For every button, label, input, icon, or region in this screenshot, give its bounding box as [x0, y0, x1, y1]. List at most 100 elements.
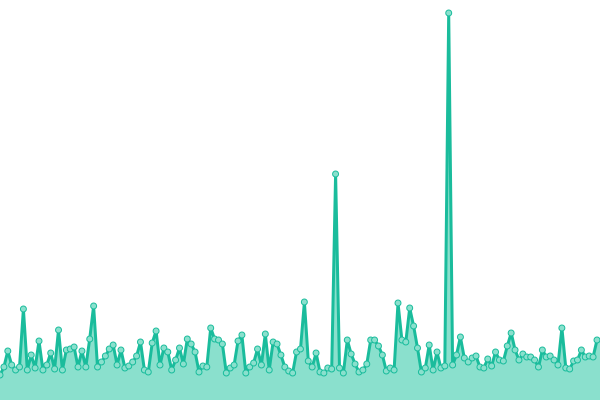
data-point-109 — [421, 364, 429, 372]
data-point-0 — [0, 371, 4, 379]
data-point-117 — [453, 351, 461, 359]
data-point-93 — [359, 366, 367, 374]
data-point-21 — [78, 347, 86, 355]
data-point-118 — [456, 333, 464, 341]
data-point-36 — [136, 338, 144, 346]
data-point-111 — [429, 366, 437, 374]
data-point-49 — [187, 340, 195, 348]
data-point-142 — [550, 356, 558, 364]
data-point-129 — [499, 357, 507, 365]
data-point-62 — [238, 331, 246, 339]
data-point-34 — [129, 358, 137, 366]
data-point-75 — [289, 369, 297, 377]
data-point-53 — [203, 363, 211, 371]
data-point-104 — [402, 338, 410, 346]
data-point-139 — [538, 346, 546, 354]
data-point-29 — [109, 341, 117, 349]
data-point-131 — [507, 329, 515, 337]
data-point-48 — [183, 335, 191, 343]
data-point-130 — [503, 342, 511, 350]
data-point-72 — [277, 351, 285, 359]
data-point-105 — [406, 304, 414, 312]
data-point-87 — [335, 364, 343, 372]
data-point-89 — [343, 336, 351, 344]
data-point-107 — [414, 344, 422, 352]
data-point-50 — [191, 348, 199, 356]
data-point-124 — [480, 364, 488, 372]
data-point-38 — [144, 368, 152, 376]
data-point-63 — [242, 369, 250, 377]
data-point-83 — [320, 369, 328, 377]
data-point-79 — [304, 357, 312, 365]
data-point-35 — [133, 352, 141, 360]
data-point-6 — [19, 305, 27, 313]
data-point-13 — [47, 349, 55, 357]
data-point-106 — [410, 322, 418, 330]
data-point-122 — [472, 352, 480, 360]
data-point-45 — [172, 356, 180, 364]
data-point-125 — [484, 355, 492, 363]
data-point-144 — [558, 324, 566, 332]
data-point-11 — [39, 366, 47, 374]
data-point-94 — [363, 360, 371, 368]
data-point-39 — [148, 339, 156, 347]
data-point-26 — [97, 358, 105, 366]
data-point-60 — [230, 361, 238, 369]
data-point-88 — [339, 369, 347, 377]
data-point-116 — [449, 361, 457, 369]
data-point-98 — [378, 351, 386, 359]
data-point-71 — [273, 340, 281, 348]
data-point-126 — [488, 362, 496, 370]
data-point-43 — [164, 348, 172, 356]
data-point-67 — [257, 361, 265, 369]
area-fill — [0, 13, 600, 400]
data-point-69 — [265, 366, 273, 374]
data-point-66 — [254, 345, 262, 353]
data-point-152 — [589, 353, 597, 361]
data-point-47 — [179, 360, 187, 368]
data-point-90 — [347, 350, 355, 358]
data-point-102 — [394, 299, 402, 307]
data-point-14 — [51, 365, 59, 373]
data-point-7 — [23, 366, 31, 374]
data-point-112 — [433, 348, 441, 356]
data-point-138 — [534, 363, 542, 371]
data-point-78 — [300, 298, 308, 306]
series-line — [0, 11, 599, 376]
data-point-20 — [74, 363, 82, 371]
data-point-51 — [195, 368, 203, 376]
data-point-27 — [101, 352, 109, 360]
data-points — [0, 9, 600, 379]
data-point-61 — [234, 337, 242, 345]
data-point-40 — [152, 327, 160, 335]
data-point-101 — [390, 366, 398, 374]
data-point-77 — [296, 345, 304, 353]
data-point-68 — [261, 330, 269, 338]
data-point-15 — [55, 326, 63, 334]
data-point-85 — [328, 365, 336, 373]
data-point-24 — [90, 302, 98, 310]
data-point-30 — [113, 361, 121, 369]
data-point-110 — [425, 341, 433, 349]
data-point-22 — [82, 363, 90, 371]
data-point-3 — [8, 361, 16, 369]
data-point-148 — [573, 356, 581, 364]
data-point-65 — [250, 359, 258, 367]
data-point-5 — [16, 363, 24, 371]
data-point-9 — [31, 364, 39, 372]
data-point-143 — [554, 361, 562, 369]
data-point-97 — [374, 342, 382, 350]
data-point-31 — [117, 346, 125, 354]
data-point-54 — [207, 324, 215, 332]
data-point-81 — [312, 349, 320, 357]
data-point-10 — [35, 337, 43, 345]
data-point-137 — [531, 356, 539, 364]
data-point-2 — [4, 347, 12, 355]
data-point-80 — [308, 363, 316, 371]
data-point-57 — [218, 340, 226, 348]
data-point-114 — [441, 362, 449, 370]
data-point-133 — [515, 356, 523, 364]
data-point-1 — [0, 363, 8, 371]
data-point-16 — [58, 366, 66, 374]
